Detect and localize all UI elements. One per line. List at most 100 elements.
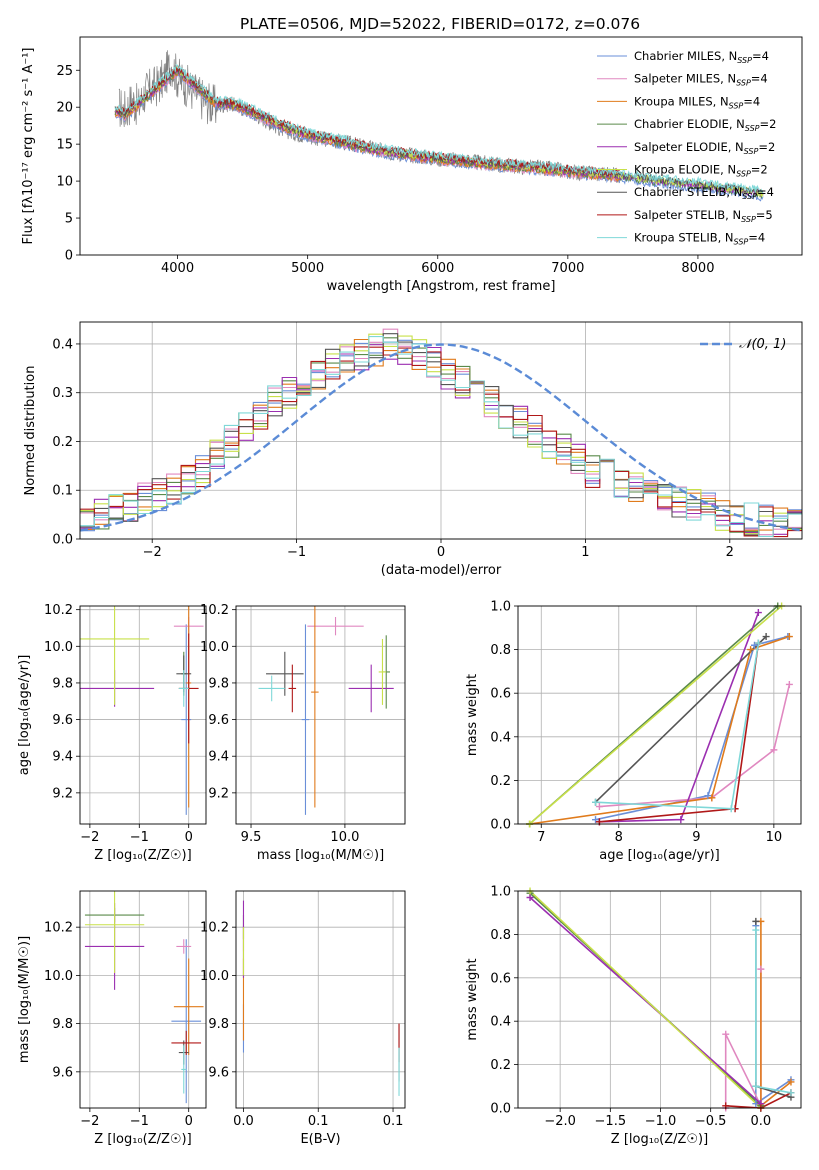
weight-line-7 bbox=[725, 1092, 792, 1108]
legend-entry: Kroupa ELODIE, NSSP=2 bbox=[634, 163, 768, 179]
weight-line-5 bbox=[529, 891, 762, 1108]
weight-marker bbox=[787, 1078, 795, 1086]
y-tick-label: 9.6 bbox=[52, 713, 73, 728]
y-tick-label: 25 bbox=[56, 64, 73, 79]
y-tick-label: 10.0 bbox=[200, 640, 229, 655]
legend-entry: Salpeter STELIB, NSSP=5 bbox=[634, 208, 773, 224]
y-tick-label: 9.6 bbox=[208, 713, 229, 728]
age-vs-mass-panel: 9.5 10.0 9.2 9.4 9.6 9.8 10.0 10.2 mass [log₁₀(M… bbox=[200, 603, 406, 863]
y-tick-label: 0.8 bbox=[490, 928, 511, 943]
y-tick-label: 1.0 bbox=[490, 885, 511, 900]
x-axis-label: Z [log₁₀(Z/Z☉)] bbox=[611, 1132, 708, 1147]
y-tick-label: 10.0 bbox=[44, 640, 73, 655]
legend-entry: Kroupa STELIB, NSSP=4 bbox=[634, 231, 765, 247]
y-tick-label: 9.8 bbox=[208, 676, 229, 691]
residual-histogram-plot-area bbox=[80, 328, 802, 538]
weight-marker bbox=[708, 794, 716, 802]
x-axis-label: Z [log₁₀(Z/Z☉)] bbox=[94, 848, 191, 863]
y-tick-label: 10 bbox=[56, 175, 73, 190]
y-tick-label: 9.2 bbox=[52, 786, 73, 801]
x-axis-label: E(B-V) bbox=[300, 1132, 340, 1147]
model-spectrum-8 bbox=[114, 63, 764, 194]
mass-vs-z-panel: −2 −1 0 9.6 9.8 10.0 10.2 Z [log₁₀(Z/Z☉)] mass [… bbox=[17, 890, 207, 1147]
weight-marker bbox=[787, 1089, 795, 1097]
weight-marker bbox=[757, 965, 765, 973]
x-axis-label: mass [log₁₀(M/M☉)] bbox=[257, 848, 384, 863]
y-tick-label: 9.4 bbox=[208, 750, 229, 765]
gaussian-curve bbox=[80, 343, 802, 532]
y-tick-label: 0.4 bbox=[52, 337, 73, 352]
mass-vs-ebv-frame bbox=[235, 890, 406, 1109]
y-axis-label: Flux [fλ10⁻¹⁷ erg cm⁻² s⁻¹ A⁻¹] bbox=[21, 48, 36, 245]
weight-marker bbox=[762, 633, 770, 641]
weight-marker bbox=[722, 1030, 730, 1038]
x-tick-label: −2.0 bbox=[544, 1114, 576, 1129]
weight-vs-z-panel: −2.0 −1.5 −1.0 −0.5 0.0 0.0 0.2 0.4 0.6 0.8 1.0 Z [… bbox=[465, 885, 802, 1147]
weight-line-5 bbox=[529, 606, 783, 824]
legend-entry: Salpeter ELODIE, NSSP=2 bbox=[634, 140, 775, 156]
weight-marker bbox=[747, 646, 755, 654]
x-tick-label: 0 bbox=[437, 545, 445, 560]
residual-histogram-frame bbox=[79, 321, 803, 540]
x-tick-label: −1 bbox=[287, 545, 306, 560]
weight-marker bbox=[592, 798, 600, 806]
weight-marker bbox=[595, 803, 603, 811]
y-axis-label: Normed distribution bbox=[23, 366, 38, 496]
weight-marker bbox=[592, 816, 600, 824]
x-tick-label: 0.0 bbox=[233, 1114, 254, 1129]
y-tick-label: 20 bbox=[56, 101, 73, 116]
legend-entry: 𝒩(0, 1) bbox=[739, 337, 786, 352]
y-axis-label: mass [log₁₀(M/M☉)] bbox=[17, 936, 32, 1063]
weight-marker bbox=[785, 680, 793, 688]
weight-marker bbox=[704, 792, 712, 800]
y-tick-label: 9.2 bbox=[208, 786, 229, 801]
legend-entry: Salpeter MILES, NSSP=4 bbox=[634, 72, 768, 88]
x-tick-label: 0 bbox=[185, 830, 193, 845]
y-tick-label: 0 bbox=[65, 249, 73, 264]
y-tick-label: 0.8 bbox=[490, 643, 511, 658]
x-tick-label: 8 bbox=[615, 830, 623, 845]
y-axis-label: age [log₁₀(age/yr)] bbox=[17, 655, 32, 776]
y-tick-label: 5 bbox=[65, 212, 73, 227]
y-tick-label: 0.1 bbox=[52, 484, 73, 499]
spectrum-plot-area bbox=[114, 50, 764, 202]
y-tick-label: 0.0 bbox=[490, 1102, 511, 1117]
x-tick-label: 2 bbox=[726, 545, 734, 560]
y-tick-label: 1.0 bbox=[490, 600, 511, 615]
weight-line-4 bbox=[529, 896, 762, 1105]
mass-vs-ebv-plot-area bbox=[242, 900, 400, 1096]
y-tick-label: 0.4 bbox=[490, 1015, 511, 1030]
y-tick-label: 0.2 bbox=[490, 774, 511, 789]
legend-entry: Kroupa MILES, NSSP=4 bbox=[634, 94, 760, 110]
y-tick-label: 0.0 bbox=[52, 533, 73, 548]
x-axis-label: (data-model)/error bbox=[381, 563, 502, 578]
figure-title: PLATE=0506, MJD=52022, FIBERID=0172, z=0… bbox=[240, 15, 640, 33]
x-tick-label: 1 bbox=[581, 545, 589, 560]
y-tick-label: 0.6 bbox=[490, 687, 511, 702]
x-tick-label: −2 bbox=[80, 830, 99, 845]
x-axis-label: Z [log₁₀(Z/Z☉)] bbox=[94, 1132, 191, 1147]
age-vs-z-plot-area bbox=[80, 606, 204, 815]
histogram-7 bbox=[80, 346, 802, 538]
mass-vs-z-frame bbox=[79, 890, 207, 1109]
residual-histogram-panel: −2 −1 0 1 2 0.0 0.1 0.2 0.3 0.4 (data-model)/error… bbox=[23, 321, 803, 578]
y-tick-label: 10.2 bbox=[200, 603, 229, 618]
x-tick-label: −1 bbox=[130, 1114, 149, 1129]
x-tick-label: 7 bbox=[537, 830, 545, 845]
weight-marker bbox=[750, 641, 758, 649]
y-tick-label: 0.4 bbox=[490, 730, 511, 745]
weight-vs-age-panel: 7 8 9 10 0.0 0.2 0.4 0.6 0.8 1.0 age [log₁₀(age/yr… bbox=[465, 600, 802, 863]
age-vs-mass-plot-area bbox=[258, 606, 394, 815]
x-axis-label: wavelength [Angstrom, rest frame] bbox=[327, 279, 556, 294]
x-tick-label: −2 bbox=[143, 545, 162, 560]
y-tick-label: 0.2 bbox=[52, 435, 73, 450]
y-tick-label: 9.8 bbox=[52, 1017, 73, 1032]
y-tick-label: 15 bbox=[56, 138, 73, 153]
weight-marker bbox=[754, 639, 762, 647]
x-axis-label: age [log₁₀(age/yr)] bbox=[599, 848, 720, 863]
weight-line-6 bbox=[594, 635, 767, 803]
x-tick-label: 7000 bbox=[551, 261, 584, 276]
x-tick-label: 9.5 bbox=[241, 830, 262, 845]
age-vs-mass-frame bbox=[235, 605, 406, 825]
x-tick-label: 4000 bbox=[161, 261, 194, 276]
